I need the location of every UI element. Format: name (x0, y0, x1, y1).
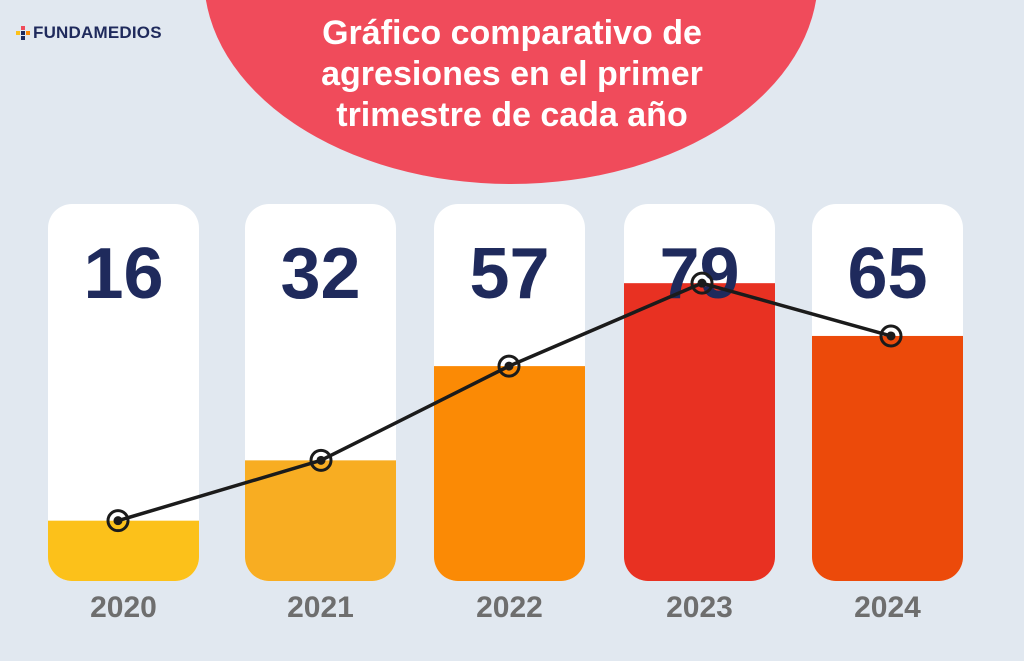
point-marker (497, 354, 521, 378)
x-tick-label: 2022 (476, 591, 543, 624)
bar-group-2021 (245, 204, 396, 581)
brand-name: FUNDAMEDIOS (33, 23, 162, 42)
bar (624, 283, 775, 581)
point-marker (106, 509, 130, 533)
point-marker-center (113, 516, 123, 526)
data-label: 32 (280, 234, 360, 314)
bar (434, 366, 585, 581)
data-label: 65 (847, 234, 927, 314)
point-marker (879, 324, 903, 348)
x-tick-label: 2021 (287, 591, 354, 624)
chart-title: Gráfico comparativo de agresiones en el … (321, 14, 703, 134)
x-tick-label: 2023 (666, 591, 733, 624)
bar-group-2024 (812, 204, 963, 581)
point-marker (309, 448, 333, 472)
data-label: 57 (469, 234, 549, 314)
point-marker-center (316, 455, 326, 465)
brand-logo: FUNDAMEDIOS (16, 22, 162, 44)
bar-group-2023 (624, 204, 775, 581)
x-tick-label: 2020 (90, 591, 157, 624)
point-marker-center (504, 361, 514, 371)
data-label: 16 (83, 234, 163, 314)
point-marker-center (886, 331, 896, 341)
bar-group-2020 (48, 204, 199, 581)
point-marker-center (697, 278, 707, 288)
logo-mark-icon (16, 26, 30, 40)
x-tick-label: 2024 (854, 591, 921, 624)
bar-group-2022 (434, 204, 585, 581)
point-marker (690, 271, 714, 295)
bar (812, 335, 963, 581)
bar (245, 460, 396, 581)
